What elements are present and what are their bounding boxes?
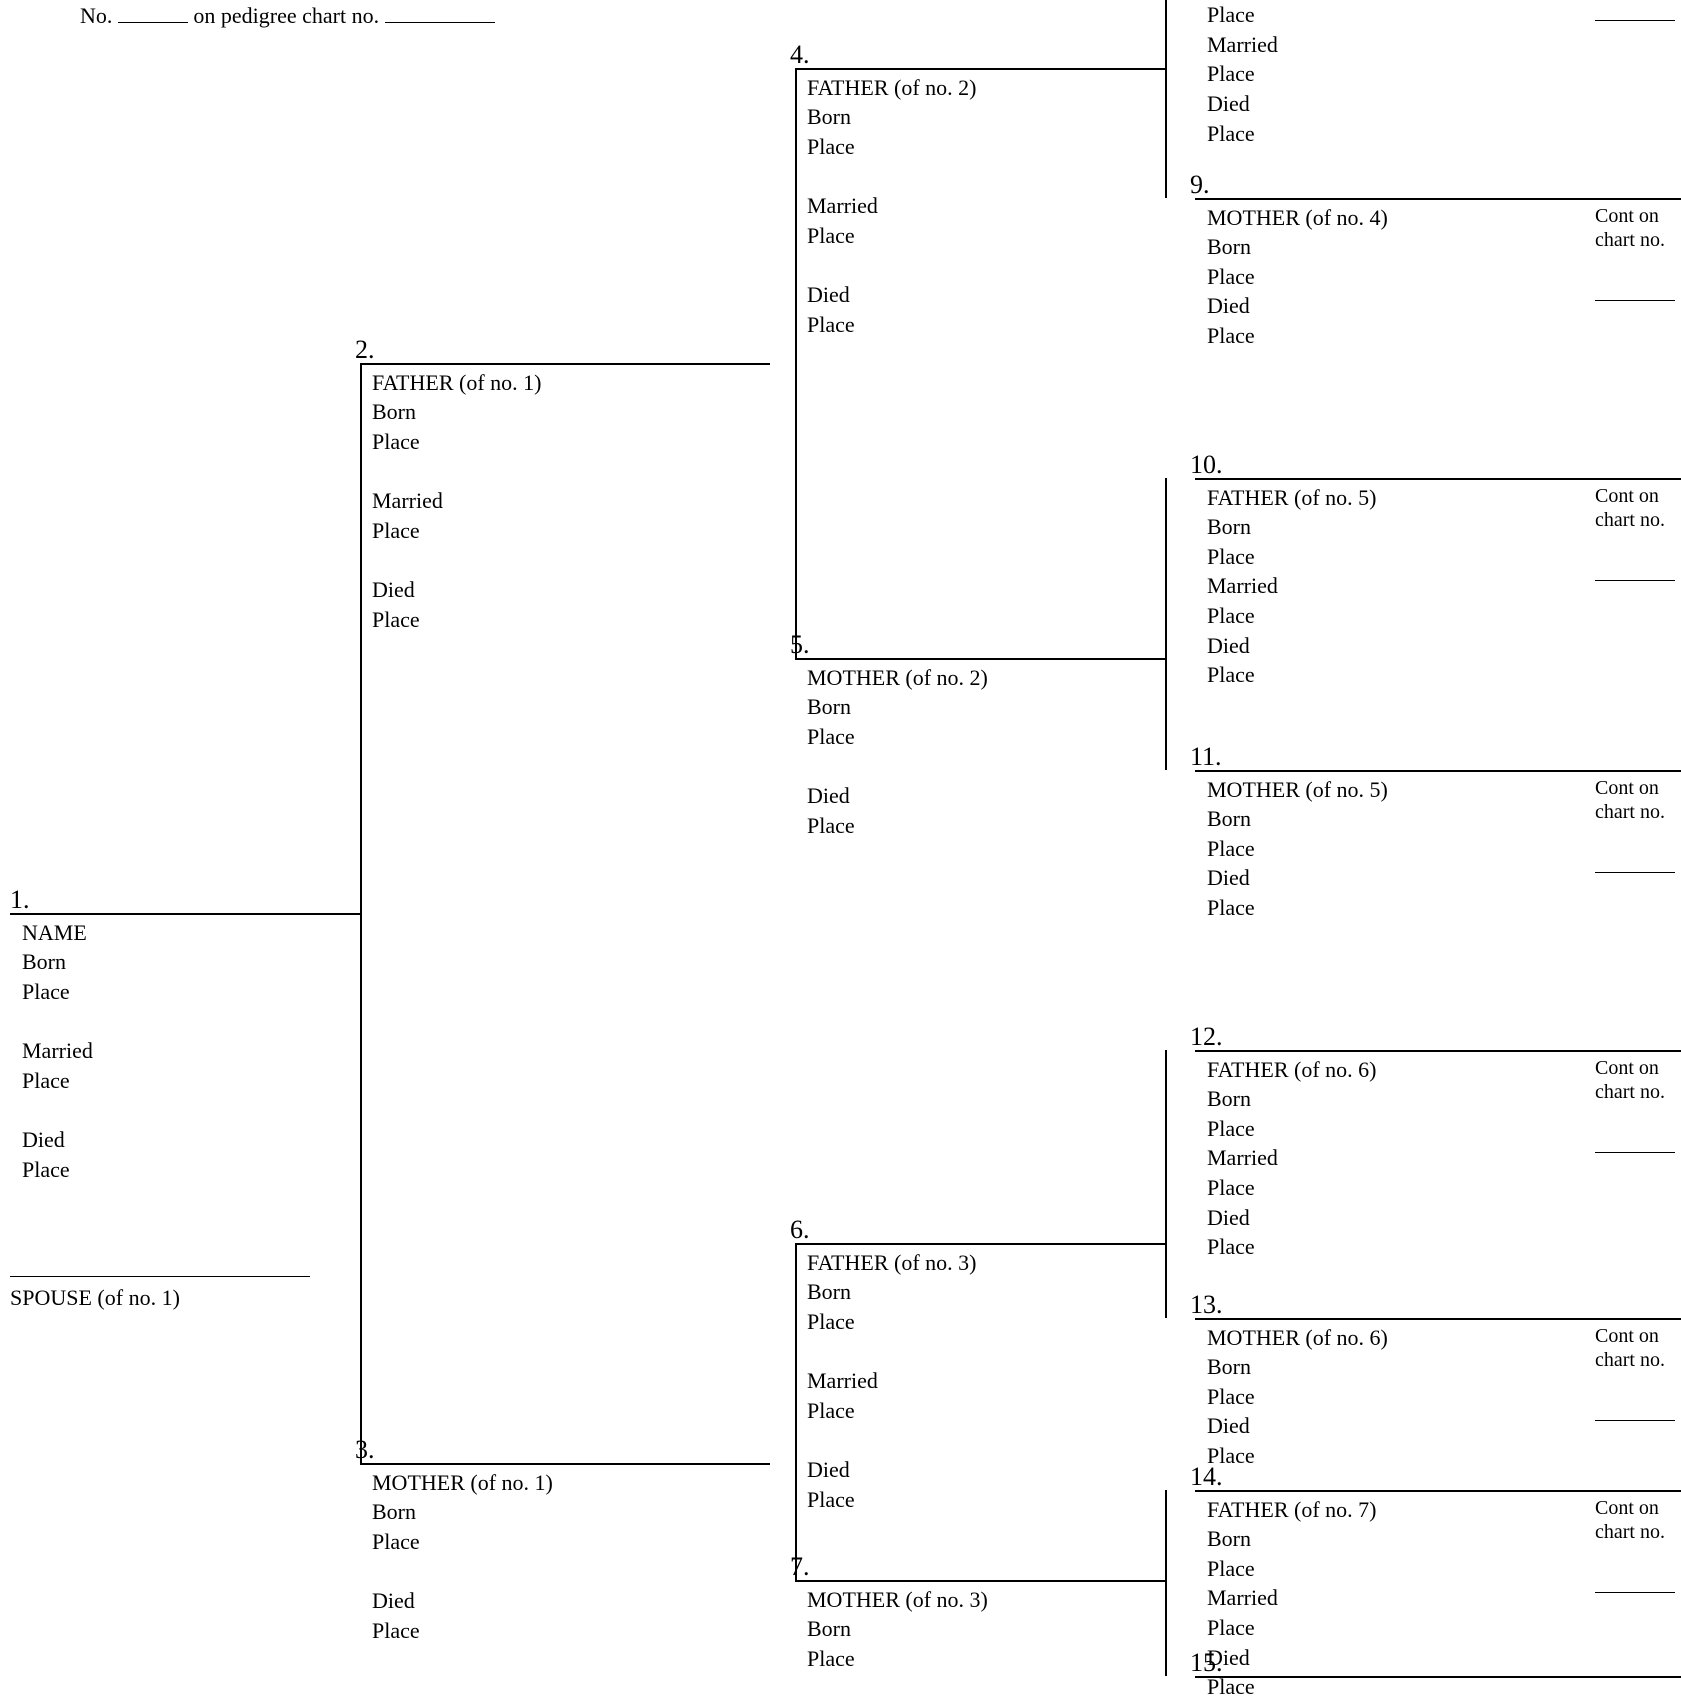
person-13-cont-blank [1595,1420,1675,1421]
person-13-title: MOTHER (of no. 6) [1207,1324,1388,1352]
spouse-line [10,1276,310,1277]
person-6-line [795,1243,1165,1245]
person-10-cont-label: Cont onchart no. [1595,484,1665,532]
person-8-fields-partial: PlaceMarriedPlaceDiedPlace [1207,0,1278,148]
person-3-fields: BornPlace DiedPlace [372,1497,420,1645]
person-12-number: 12. [1190,1022,1223,1052]
person-9-number: 9. [1190,170,1210,200]
header-line: No. on pedigree chart no. [80,0,495,30]
person-5-number: 5. [790,630,810,660]
person-7-line [795,1580,1165,1582]
person-13-number: 13. [1190,1290,1223,1320]
person-13-cont-label: Cont onchart no. [1595,1324,1665,1372]
person-9-line [1195,198,1681,200]
person-12-cont-label: Cont onchart no. [1595,1056,1665,1104]
person-2-number: 2. [355,335,375,365]
person-11-cont-blank [1595,872,1675,873]
person-14-cont-label: Cont onchart no. [1595,1496,1665,1544]
person-11-fields: BornPlaceDiedPlace [1207,804,1255,923]
person-6-number: 6. [790,1215,810,1245]
person-5-title: MOTHER (of no. 2) [807,664,988,692]
person-12-fields: BornPlaceMarriedPlaceDiedPlace [1207,1084,1278,1262]
bracket-1 [795,68,797,658]
person-1-number: 1. [10,885,30,915]
person-11-number: 11. [1190,742,1222,772]
cont-blank-top [1595,20,1675,21]
person-12-title: FATHER (of no. 6) [1207,1056,1376,1084]
person-3-number: 3. [355,1435,375,1465]
person-10-title: FATHER (of no. 5) [1207,484,1376,512]
person-4-number: 4. [790,40,810,70]
spouse-label: SPOUSE (of no. 1) [10,1284,180,1312]
person-12-cont-blank [1595,1152,1675,1153]
person-6-title: FATHER (of no. 3) [807,1249,976,1277]
bracket-3 [1165,0,1167,198]
person-7-title: MOTHER (of no. 3) [807,1586,988,1614]
person-9-cont-blank [1595,300,1675,301]
person-7-number: 7. [790,1552,810,1582]
person-5-fields: BornPlace DiedPlace [807,692,855,840]
person-2-fields: BornPlace MarriedPlace DiedPlace [372,397,443,635]
person-10-cont-blank [1595,580,1675,581]
person-9-title: MOTHER (of no. 4) [1207,204,1388,232]
person-1-title: NAME [22,919,87,947]
person-4-fields: BornPlace MarriedPlace DiedPlace [807,102,878,340]
person-7-fields: BornPlace [807,1614,855,1673]
person-15-line [1195,1676,1681,1678]
person-9-fields: BornPlaceDiedPlace [1207,232,1255,351]
person-14-number: 14. [1190,1462,1223,1492]
person-10-line [1195,478,1681,480]
person-13-fields: BornPlaceDiedPlace [1207,1352,1255,1471]
person-15-number: 15. [1190,1648,1223,1678]
person-2-title: FATHER (of no. 1) [372,369,541,397]
bracket-4 [1165,478,1167,770]
person-11-title: MOTHER (of no. 5) [1207,776,1388,804]
person-3-line [360,1463,770,1465]
person-14-cont-blank [1595,1592,1675,1593]
person-1-fields: BornPlace MarriedPlace DiedPlace [22,947,93,1185]
person-14-title: FATHER (of no. 7) [1207,1496,1376,1524]
person-2-line [360,363,770,365]
person-11-cont-label: Cont onchart no. [1595,776,1665,824]
bracket-2 [795,1243,797,1580]
person-10-number: 10. [1190,450,1223,480]
person-3-title: MOTHER (of no. 1) [372,1469,553,1497]
bracket-6 [1165,1490,1167,1676]
bracket-5 [1165,1050,1167,1318]
person-13-line [1195,1318,1681,1320]
person-4-title: FATHER (of no. 2) [807,74,976,102]
person-6-fields: BornPlace MarriedPlace DiedPlace [807,1277,878,1515]
person-12-line [1195,1050,1681,1052]
person-9-cont-label: Cont onchart no. [1595,204,1665,252]
person-4-line [795,68,1165,70]
bracket-0 [360,363,362,1463]
person-14-line [1195,1490,1681,1492]
person-11-line [1195,770,1681,772]
person-5-line [795,658,1165,660]
person-1-line [10,913,360,915]
person-10-fields: BornPlaceMarriedPlaceDiedPlace [1207,512,1278,690]
